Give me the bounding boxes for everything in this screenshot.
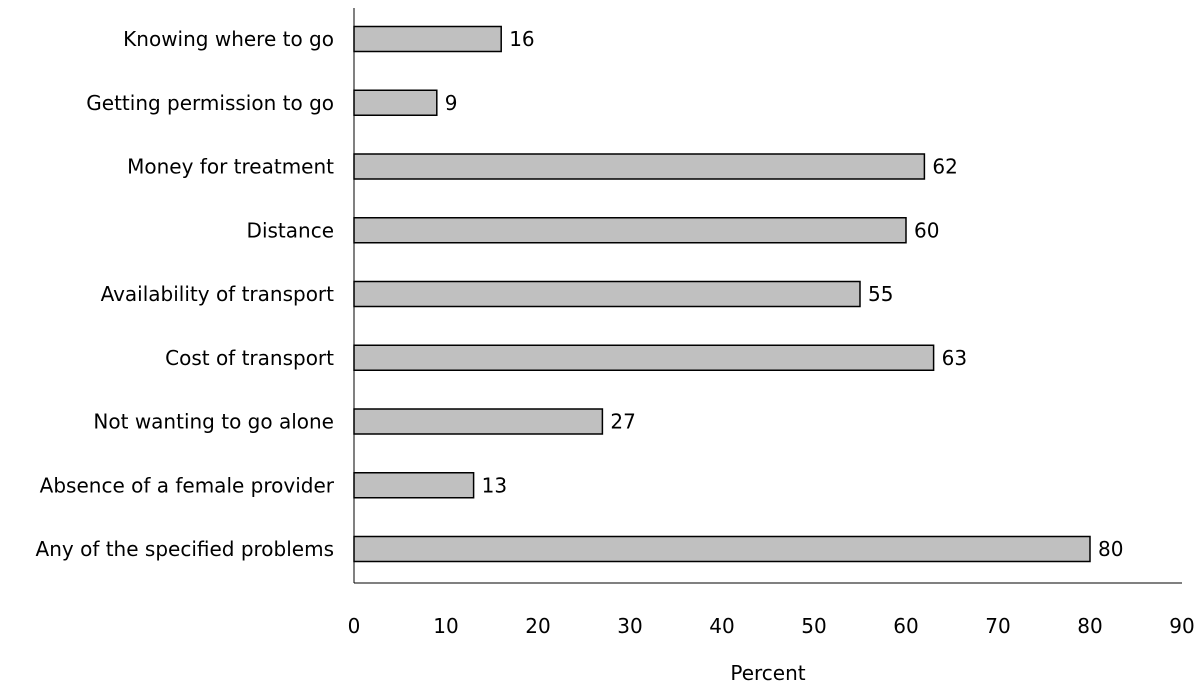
category-label: Not wanting to go alone [93,410,334,434]
category-label: Money for treatment [127,155,334,179]
x-tick-label: 10 [433,614,458,638]
x-tick-label: 20 [525,614,550,638]
value-label: 13 [482,473,507,497]
category-label: Any of the specified problems [36,537,334,561]
bar [353,25,502,53]
value-label: 60 [914,218,939,242]
category-labels: Knowing where to go Getting permission to… [36,27,335,561]
value-label: 16 [509,27,534,51]
x-tick-label: 0 [348,614,361,638]
bar [353,217,907,244]
x-tick-label: 60 [893,614,918,638]
bar [353,89,438,116]
value-label: 55 [868,282,893,306]
bar [353,472,475,499]
value-label: 27 [610,410,635,434]
bar [353,280,861,308]
x-tick-label: 70 [985,614,1010,638]
value-label: 9 [445,91,458,115]
x-tick-label: 90 [1169,614,1194,638]
value-labels: 16 9 62 60 55 63 27 13 80 [445,27,1124,561]
category-label: Absence of a female provider [40,473,335,497]
value-label: 62 [932,155,957,179]
x-tick-label: 50 [801,614,826,638]
x-axis-title: Percent [730,661,805,685]
bar [353,344,935,371]
category-label: Availability of transport [101,282,335,306]
value-label: 80 [1098,537,1123,561]
x-tick-labels: 0 10 20 30 40 50 60 70 80 90 [348,614,1195,638]
category-label: Cost of transport [165,346,334,370]
bar [353,535,1091,563]
bars-group [353,25,1091,563]
value-label: 63 [942,346,967,370]
x-tick-label: 80 [1077,614,1102,638]
bar [353,408,604,435]
category-label: Getting permission to go [86,91,334,115]
x-tick-label: 30 [617,614,642,638]
bar [353,153,926,180]
category-label: Knowing where to go [123,27,334,51]
category-label: Distance [247,218,334,242]
x-tick-label: 40 [709,614,734,638]
